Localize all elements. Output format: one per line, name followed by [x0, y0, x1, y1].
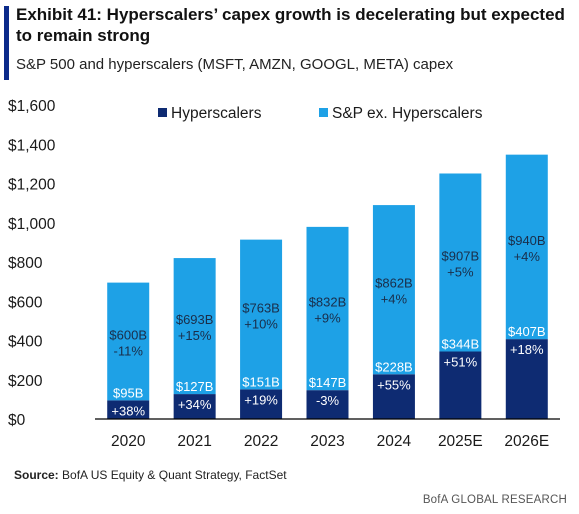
hyperscalers-value-label: $151B: [242, 374, 280, 389]
y-tick-label: $0: [8, 412, 26, 429]
sp-ex-value-label: $832B: [309, 295, 347, 310]
hyperscalers-value-label: $228B: [375, 359, 413, 374]
y-tick-label: $200: [8, 373, 43, 390]
sp-ex-growth-label: +15%: [178, 328, 212, 343]
bar-sp-ex-hyperscalers: [439, 173, 482, 352]
sp-ex-value-label: $763B: [242, 300, 280, 315]
y-tick-label: $1,000: [8, 216, 56, 233]
sp-ex-growth-label: +10%: [244, 316, 278, 331]
bar-sp-ex-hyperscalers: [107, 282, 150, 401]
legend-label-hyperscalers: Hyperscalers: [171, 105, 262, 122]
sp-ex-value-label: $862B: [375, 276, 413, 291]
sp-ex-value-label: $907B: [442, 248, 480, 263]
hyperscalers-value-label: $407B: [508, 324, 546, 339]
sp-ex-growth-label: +4%: [381, 292, 408, 307]
legend-label-sp-ex-hyperscalers: S&P ex. Hyperscalers: [332, 105, 483, 122]
hyperscalers-value-label: $127B: [176, 379, 214, 394]
bar-sp-ex-hyperscalers: [240, 239, 283, 390]
sp-ex-growth-label: +9%: [314, 311, 341, 326]
source-text: BofA US Equity & Quant Strategy, FactSet: [58, 468, 287, 482]
source-note: Source: BofA US Equity & Quant Strategy,…: [14, 468, 287, 482]
hyperscalers-value-label: $95B: [113, 385, 143, 400]
x-tick-label: 2026E: [504, 433, 549, 450]
bar-hyperscalers: [306, 390, 349, 419]
sp-ex-growth-label: -11%: [114, 343, 144, 358]
sp-ex-value-label: $940B: [508, 233, 546, 248]
sp-ex-growth-label: +4%: [514, 249, 541, 264]
bar-hyperscalers: [372, 374, 415, 419]
y-tick-label: $1,200: [8, 177, 56, 194]
bar-hyperscalers: [505, 339, 548, 419]
hyperscalers-growth-label: +38%: [111, 403, 145, 418]
hyperscalers-growth-label: +18%: [510, 342, 544, 357]
chart-title: Exhibit 41: Hyperscalers’ capex growth i…: [16, 5, 565, 45]
bar-sp-ex-hyperscalers: [306, 226, 349, 391]
x-tick-label: 2020: [111, 433, 146, 450]
hyperscalers-growth-label: +55%: [377, 377, 411, 392]
legend-swatch-sp-ex-hyperscalers: [319, 108, 328, 117]
hyperscalers-growth-label: -3%: [316, 393, 340, 408]
y-tick-label: $400: [8, 334, 43, 351]
legend-swatch-hyperscalers: [158, 108, 167, 117]
x-tick-label: 2022: [244, 433, 278, 450]
source-label: Source:: [14, 468, 59, 482]
y-tick-label: $600: [8, 294, 43, 311]
x-tick-label: 2021: [177, 433, 211, 450]
hyperscalers-growth-label: +34%: [178, 397, 212, 412]
brand-footer: BofA GLOBAL RESEARCH: [422, 494, 567, 506]
chart-subtitle: S&P 500 and hyperscalers (MSFT, AMZN, GO…: [16, 56, 454, 73]
y-tick-label: $1,600: [8, 98, 56, 115]
x-tick-label: 2023: [310, 433, 344, 450]
stacked-bar-chart: $0 $200 $400 $600 $800 $1,000 $1,200 $1,400 $1,6…: [8, 98, 560, 450]
hyperscalers-value-label: $147B: [309, 375, 347, 390]
bar-hyperscalers: [439, 351, 482, 419]
y-tick-label: $800: [8, 255, 43, 272]
sp-ex-value-label: $600B: [109, 327, 147, 342]
sp-ex-growth-label: +5%: [447, 264, 474, 279]
bar-sp-ex-hyperscalers: [372, 205, 415, 375]
bar-sp-ex-hyperscalers: [173, 258, 216, 395]
x-tick-label: 2025E: [438, 433, 483, 450]
sp-ex-value-label: $693B: [176, 312, 214, 327]
title-accent-bar: [4, 6, 9, 80]
bar-hyperscalers: [240, 389, 283, 419]
hyperscalers-growth-label: +51%: [444, 354, 478, 369]
bar-hyperscalers: [107, 400, 150, 419]
y-tick-label: $1,400: [8, 137, 56, 154]
hyperscalers-growth-label: +19%: [244, 392, 278, 407]
bar-sp-ex-hyperscalers: [505, 154, 548, 340]
hyperscalers-value-label: $344B: [442, 336, 480, 351]
x-tick-label: 2024: [377, 433, 412, 450]
bar-hyperscalers: [173, 394, 216, 419]
